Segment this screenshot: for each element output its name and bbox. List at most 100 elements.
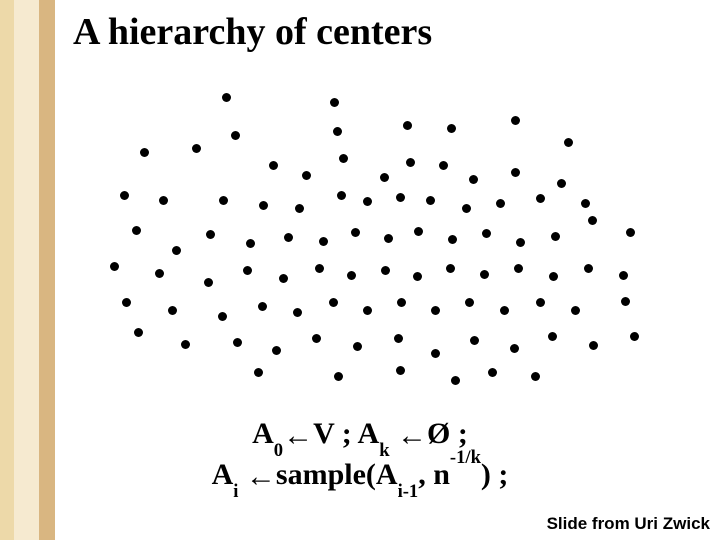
scatter-dot — [571, 306, 580, 315]
scatter-dot — [511, 168, 520, 177]
scatter-dot — [347, 271, 356, 280]
arrow-icon: ← — [397, 417, 427, 455]
scatter-dot — [159, 196, 168, 205]
scatter-dot — [269, 161, 278, 170]
scatter-dot — [500, 306, 509, 315]
scatter-dot — [426, 196, 435, 205]
scatter-dot — [315, 264, 324, 273]
scatter-dot — [621, 297, 630, 306]
scatter-dot — [488, 368, 497, 377]
scatter-dot — [204, 278, 213, 287]
scatter-dot — [140, 148, 149, 157]
scatter-dot — [363, 197, 372, 206]
scatter-dot — [233, 338, 242, 347]
scatter-dot — [192, 144, 201, 153]
scatter-dot — [219, 196, 228, 205]
fn-sample: sample(A — [276, 458, 398, 491]
scatter-dot — [319, 237, 328, 246]
scatter-dot — [302, 171, 311, 180]
scatter-dot — [259, 201, 268, 210]
scatter-dot — [584, 264, 593, 273]
scatter-dot — [120, 191, 129, 200]
scatter-dot — [295, 204, 304, 213]
scatter-dot — [258, 302, 267, 311]
arrow-icon: ← — [283, 417, 313, 455]
scatter-dot — [339, 154, 348, 163]
sep: ; — [334, 417, 357, 450]
scatter-dot — [549, 272, 558, 281]
scatter-dot — [246, 239, 255, 248]
sym-A2: A — [358, 417, 380, 450]
scatter-dot — [619, 271, 628, 280]
scatter-dot — [511, 116, 520, 125]
scatter-dot — [363, 306, 372, 315]
scatter-dot — [222, 93, 231, 102]
scatter-dot — [630, 332, 639, 341]
scatter-dot — [172, 246, 181, 255]
scatter-dot — [231, 131, 240, 140]
sym-A: A — [252, 417, 274, 450]
scatter-dot — [448, 235, 457, 244]
scatter-dot — [406, 158, 415, 167]
scatter-dot — [548, 332, 557, 341]
scatter-dot — [384, 234, 393, 243]
scatter-dot — [551, 232, 560, 241]
scatter-dot — [134, 328, 143, 337]
scatter-dot — [380, 173, 389, 182]
page-title: A hierarchy of centers — [73, 10, 432, 54]
formula-line-2: Ai ←sample(Ai-1, n-1/k) ; — [0, 456, 720, 497]
arrow-icon: ← — [246, 458, 276, 496]
scatter-dot — [451, 376, 460, 385]
scatter-dot — [337, 191, 346, 200]
scatter-dot — [329, 298, 338, 307]
formula-line-1: A0←V ; Ak ←Ø ; — [0, 415, 720, 456]
scatter-dot — [564, 138, 573, 147]
end: ; — [450, 417, 468, 450]
scatter-dot — [536, 194, 545, 203]
scatter-dot — [482, 229, 491, 238]
scatter-dot — [462, 204, 471, 213]
close: ) ; — [481, 458, 508, 491]
space — [390, 417, 398, 450]
scatter-dot — [465, 298, 474, 307]
scatter-dot — [470, 336, 479, 345]
sym-empty: Ø — [427, 417, 450, 450]
scatter-dot — [396, 193, 405, 202]
scatter-dot — [396, 366, 405, 375]
scatter-dot — [394, 334, 403, 343]
scatter-dot — [206, 230, 215, 239]
scatter-dot — [293, 308, 302, 317]
space — [238, 458, 246, 491]
scatter-dot — [446, 264, 455, 273]
scatter-dot — [581, 199, 590, 208]
scatter-dot — [351, 228, 360, 237]
scatter-dot — [439, 161, 448, 170]
scatter-dot — [431, 349, 440, 358]
scatter-dot — [557, 179, 566, 188]
sym-Ai: A — [212, 458, 234, 491]
scatter-dot — [132, 226, 141, 235]
scatter-dot — [333, 127, 342, 136]
scatter-dot — [155, 269, 164, 278]
scatter-dot — [218, 312, 227, 321]
scatter-dot — [480, 270, 489, 279]
scatter-dot — [272, 346, 281, 355]
scatter-dot — [279, 274, 288, 283]
scatter-dot — [243, 266, 252, 275]
sup-exp: -1/k — [450, 447, 481, 468]
scatter-dot — [531, 372, 540, 381]
scatter-dot — [122, 298, 131, 307]
scatter-dot — [414, 227, 423, 236]
scatter-dot — [353, 342, 362, 351]
formula-block: A0←V ; Ak ←Ø ; Ai ←sample(Ai-1, n-1/k) ; — [0, 415, 720, 497]
scatter-dot — [254, 368, 263, 377]
scatter-dot — [588, 216, 597, 225]
scatter-dot — [447, 124, 456, 133]
scatter-dot — [403, 121, 412, 130]
scatter-dot — [516, 238, 525, 247]
scatter-dot — [312, 334, 321, 343]
scatter-dot — [536, 298, 545, 307]
sub-i: i — [233, 481, 238, 502]
scatter-dot — [431, 306, 440, 315]
scatter-dot — [397, 298, 406, 307]
